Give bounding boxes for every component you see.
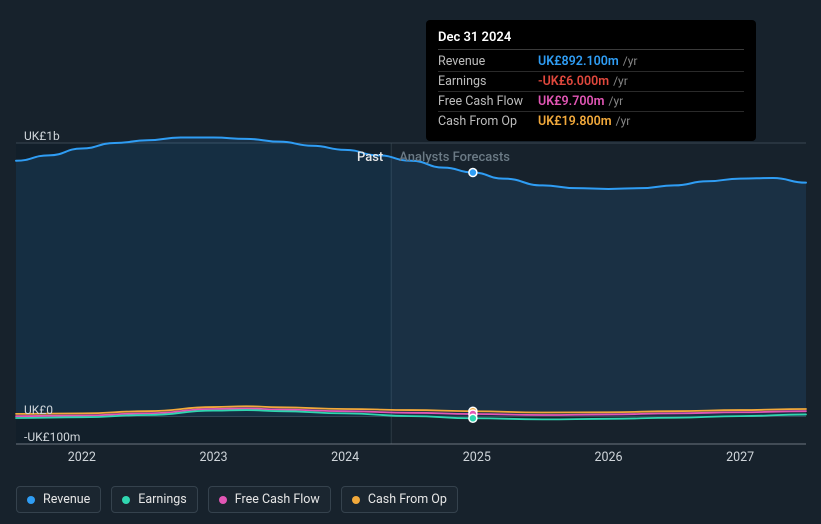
legend-item-label: Earnings	[138, 492, 186, 507]
legend-item-earnings[interactable]: Earnings	[111, 486, 197, 513]
tooltip-row-label: Free Cash Flow	[438, 94, 538, 109]
tooltip-row-unit: /yr	[623, 54, 638, 68]
tooltip-row-label: Revenue	[438, 54, 538, 69]
free_cash_flow-legend-dot	[219, 496, 227, 504]
revenue-legend-dot	[27, 496, 35, 504]
tooltip-row-value: UK£9.700m	[538, 94, 605, 109]
tooltip-row-value: UK£892.100m	[538, 54, 619, 69]
legend-item-free_cash_flow[interactable]: Free Cash Flow	[208, 486, 331, 513]
y-tick-label: UK£0	[24, 403, 53, 417]
x-tick-label: 2026	[594, 450, 622, 465]
revenue-area	[16, 138, 806, 417]
tooltip-row: Earnings-UK£6.000m/yr	[438, 72, 744, 92]
legend-item-label: Free Cash Flow	[235, 492, 320, 507]
x-tick-label: 2024	[331, 450, 359, 465]
tooltip-row-label: Cash From Op	[438, 114, 538, 129]
earnings-marker[interactable]	[469, 414, 477, 422]
legend-item-cash_from_op[interactable]: Cash From Op	[341, 486, 458, 513]
y-tick-label: -UK£100m	[24, 430, 80, 444]
tooltip-row-unit: /yr	[616, 114, 631, 128]
tooltip-row: RevenueUK£892.100m/yr	[438, 52, 744, 72]
tooltip-title: Dec 31 2024	[438, 30, 744, 50]
legend-item-revenue[interactable]: Revenue	[16, 486, 101, 513]
y-tick-label: UK£1b	[24, 129, 60, 143]
x-tick-label: 2022	[68, 450, 96, 465]
cash_from_op-legend-dot	[352, 496, 360, 504]
x-tick-label: 2023	[199, 450, 227, 465]
tooltip-row-label: Earnings	[438, 74, 538, 89]
section-label-forecast: Analysts Forecasts	[399, 150, 510, 165]
tooltip-row: Free Cash FlowUK£9.700m/yr	[438, 92, 744, 112]
tooltip-row-unit: /yr	[609, 94, 624, 108]
x-tick-label: 2027	[726, 450, 754, 465]
x-tick-label: 2025	[463, 450, 491, 465]
tooltip-row-value: UK£19.800m	[538, 114, 612, 129]
tooltip-row: Cash From OpUK£19.800m/yr	[438, 112, 744, 131]
tooltip-row-value: -UK£6.000m	[538, 74, 609, 89]
tooltip-row-unit: /yr	[613, 74, 628, 88]
legend-item-label: Revenue	[43, 492, 90, 507]
section-label-past: Past	[271, 150, 383, 165]
earnings-legend-dot	[122, 496, 130, 504]
financial-chart: Past Analysts Forecasts UK£1b UK£0 -UK£100…	[0, 0, 821, 524]
chart-legend: Revenue Earnings Free Cash Flow Cash From O…	[16, 486, 458, 513]
chart-tooltip: Dec 31 2024 RevenueUK£892.100m/yrEarning…	[426, 20, 756, 141]
revenue-marker[interactable]	[469, 169, 477, 177]
legend-item-label: Cash From Op	[368, 492, 447, 507]
